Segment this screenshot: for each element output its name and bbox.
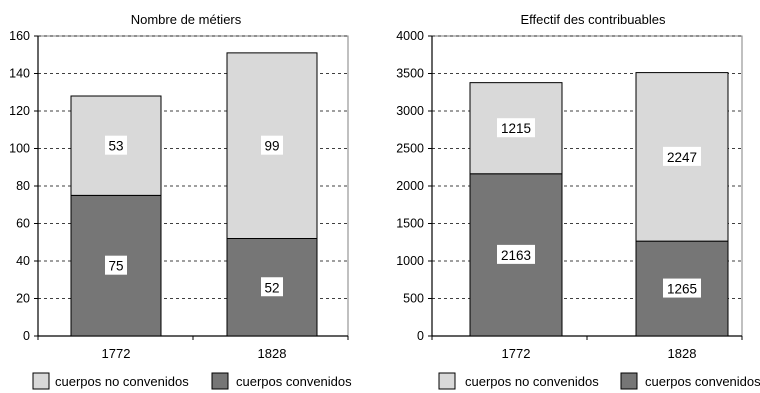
chart-title: Effectif des contribuables [520,12,666,27]
y-tick-label: 3500 [396,67,424,81]
y-tick-label: 140 [9,67,30,81]
chart-title: Nombre de métiers [131,12,242,27]
y-tick-label: 3000 [396,104,424,118]
data-label: 53 [108,139,123,154]
legend-label: cuerpos no convenidos [465,374,599,389]
y-tick-label: 500 [403,292,424,306]
legend-swatch [32,372,50,390]
data-label: 1265 [667,282,697,297]
y-tick-label: 80 [16,179,30,193]
y-tick-label: 120 [9,104,30,118]
data-label: 99 [264,139,279,154]
data-label: 2163 [501,248,531,263]
y-tick-label: 2500 [396,142,424,156]
y-tick-label: 2000 [396,179,424,193]
legend-swatch [211,372,229,390]
data-label-box [105,255,127,275]
data-label: 1215 [501,121,531,136]
y-tick-label: 1000 [396,254,424,268]
x-tick-label: 1828 [258,346,287,361]
y-tick-label: 40 [16,254,30,268]
data-label-box [663,146,701,166]
bar-segment [469,82,563,175]
data-label-box [497,244,535,264]
y-tick-label: 0 [417,329,424,343]
y-tick-label: 0 [23,329,30,343]
y-tick-label: 20 [16,292,30,306]
legend-swatch [620,372,638,390]
data-label-box [497,118,535,138]
y-tick-label: 4000 [396,29,424,43]
data-label: 75 [108,259,123,274]
data-label-box [105,135,127,155]
data-label: 2247 [667,150,697,165]
y-tick-label: 60 [16,217,30,231]
legend-label: cuerpos convenidos [236,374,352,389]
data-label-box [663,278,701,298]
data-label-box [261,277,283,297]
x-tick-label: 1828 [668,346,697,361]
data-label-box [261,135,283,155]
y-tick-label: 160 [9,29,30,43]
x-tick-label: 1772 [102,346,131,361]
data-label: 52 [264,280,279,295]
legend-swatch [438,372,456,390]
y-tick-label: 1500 [396,217,424,231]
x-tick-label: 1772 [502,346,531,361]
legend-label: cuerpos no convenidos [55,374,189,389]
legend-label: cuerpos convenidos [645,374,760,389]
y-tick-label: 100 [9,142,30,156]
